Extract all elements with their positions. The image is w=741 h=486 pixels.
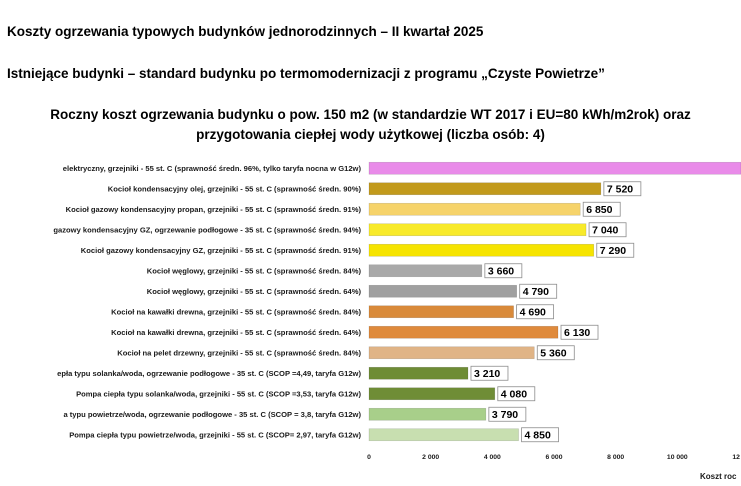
bar bbox=[368, 407, 487, 421]
x-tick-label: 10 000 bbox=[667, 454, 688, 461]
data-label: 4 690 bbox=[520, 307, 546, 319]
category-label: Kocioł kondensacyjny olej, grzejniki - 5… bbox=[108, 184, 362, 193]
category-label: a typu powietrze/woda, ogrzewanie podłog… bbox=[63, 410, 361, 419]
category-label: Kocioł na pelet drzewny, grzejniki - 55 … bbox=[117, 348, 361, 357]
data-label: 6 130 bbox=[564, 327, 590, 339]
data-label-box bbox=[497, 386, 536, 402]
bar bbox=[368, 346, 535, 360]
bar bbox=[368, 202, 581, 216]
bar bbox=[368, 428, 519, 442]
x-axis-label: Koszt roc bbox=[700, 472, 737, 481]
bar bbox=[368, 325, 559, 339]
data-label-box bbox=[470, 365, 509, 381]
data-label: 4 080 bbox=[501, 389, 527, 401]
labels-layer: elektryczny, grzejniki - 55 st. C (spraw… bbox=[53, 164, 642, 443]
data-label-box bbox=[521, 427, 559, 443]
bar bbox=[368, 182, 602, 196]
header-line-1: Koszty ogrzewania typowych budynków jedn… bbox=[7, 24, 484, 39]
data-label-box bbox=[519, 283, 558, 299]
data-label-box bbox=[582, 201, 621, 217]
data-label: 4 850 bbox=[525, 430, 551, 442]
bar bbox=[368, 387, 496, 401]
category-label: gazowy kondensacyjny GZ, ogrzewanie podł… bbox=[53, 225, 361, 234]
data-label: 6 850 bbox=[586, 204, 612, 216]
category-label: Kocioł węglowy, grzejniki - 55 st. C (sp… bbox=[147, 287, 362, 296]
data-label: 7 040 bbox=[592, 225, 618, 237]
x-tick-label: 12 0 bbox=[732, 454, 741, 461]
bar bbox=[368, 284, 517, 298]
x-tick-label: 8 000 bbox=[607, 454, 624, 461]
data-label: 7 290 bbox=[600, 245, 626, 257]
x-tick-label: 6 000 bbox=[545, 454, 562, 461]
x-tick-label: 0 bbox=[367, 454, 371, 461]
data-label-box bbox=[516, 304, 555, 320]
chart-title-line-2: przygotowania ciepłej wody użytkowej (li… bbox=[196, 127, 545, 142]
data-label: 3 660 bbox=[488, 266, 514, 278]
bar bbox=[368, 243, 595, 257]
category-label: Pompa ciepła typu powietrze/woda, grzejn… bbox=[69, 430, 361, 439]
header-line-2: Istniejące budynki – standard budynku po… bbox=[7, 66, 605, 81]
data-label-box bbox=[603, 181, 642, 197]
category-label: epła typu solanka/woda, ogrzewanie podło… bbox=[57, 369, 361, 378]
data-label-box bbox=[596, 242, 635, 258]
data-label-box bbox=[560, 324, 599, 340]
category-label: elektryczny, grzejniki - 55 st. C (spraw… bbox=[63, 164, 362, 173]
category-label: Kocioł gazowy kondensacyjny GZ, grzejnik… bbox=[81, 246, 362, 255]
data-label: 3 210 bbox=[474, 368, 500, 380]
bar bbox=[368, 264, 483, 278]
bar bbox=[368, 305, 514, 319]
bars-layer bbox=[368, 161, 741, 442]
x-axis: 0 2 000 4 000 6 000 8 000 10 000 12 0 Koszt roc bbox=[367, 454, 741, 481]
data-label-box bbox=[536, 345, 575, 361]
category-label: Kocioł węglowy, grzejniki - 55 st. C (sp… bbox=[147, 266, 362, 275]
chart-title-line-1: Roczny koszt ogrzewania budynku o pow. 1… bbox=[50, 107, 691, 122]
category-label: Pompa ciepła typu solanka/woda, grzejnik… bbox=[76, 389, 361, 398]
bar bbox=[368, 366, 469, 380]
data-label: 3 790 bbox=[492, 409, 518, 421]
x-tick-label: 4 000 bbox=[484, 454, 501, 461]
bar bbox=[368, 161, 741, 175]
category-label: Kocioł na kawałki drewna, grzejniki - 55… bbox=[111, 307, 361, 316]
data-label-box bbox=[488, 406, 527, 422]
data-label: 4 790 bbox=[523, 286, 549, 298]
data-label-box bbox=[484, 263, 523, 279]
category-label: Kocioł na kawałki drewna, grzejniki - 55… bbox=[111, 328, 361, 337]
x-tick-label: 2 000 bbox=[422, 454, 439, 461]
data-label-box bbox=[588, 222, 627, 238]
bar bbox=[368, 223, 587, 237]
data-label: 5 360 bbox=[540, 348, 566, 360]
data-label: 7 520 bbox=[607, 184, 633, 196]
category-label: Kocioł gazowy kondensacyjny propan, grze… bbox=[66, 205, 362, 214]
